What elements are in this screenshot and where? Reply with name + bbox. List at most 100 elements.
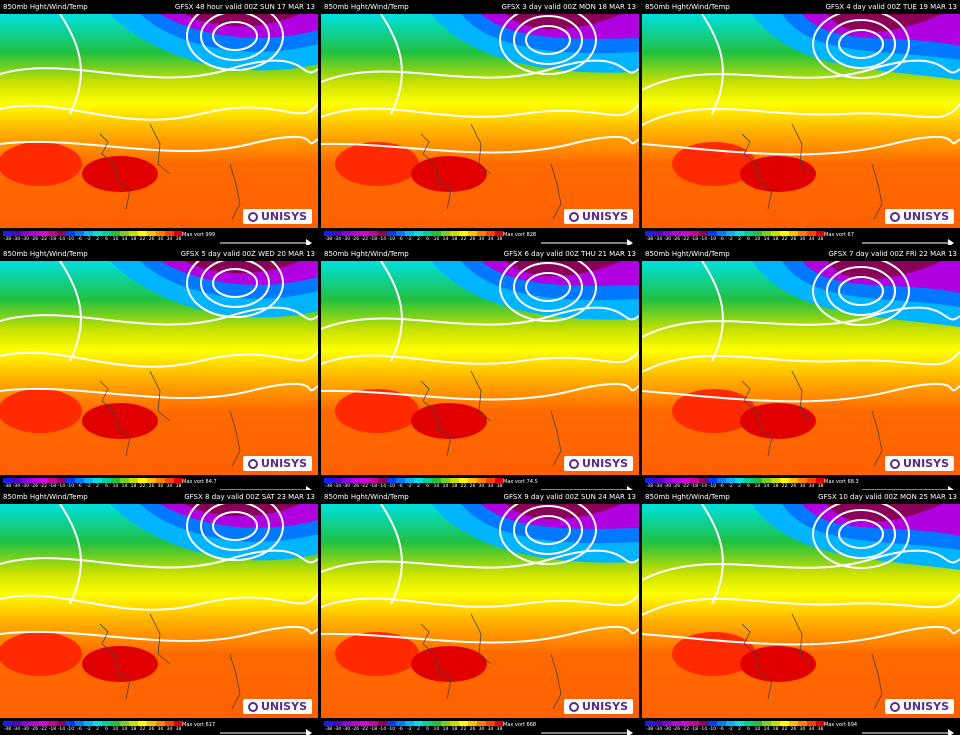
panel-title-left: 850mb Hght/Wind/Temp bbox=[324, 493, 409, 501]
legend-tick-label: 10 bbox=[754, 237, 761, 242]
legend-tick-label: -14 bbox=[378, 484, 387, 489]
temperature-map bbox=[321, 504, 639, 718]
legend-tick-label: -6 bbox=[77, 237, 82, 242]
logo-circle-icon bbox=[568, 701, 579, 712]
panel-header: 850mb Hght/Wind/Temp GFSX 5 day valid 00Z… bbox=[0, 247, 318, 261]
legend-swatch bbox=[654, 231, 663, 236]
legend-swatch bbox=[459, 721, 468, 726]
legend-tick-label: 34 bbox=[487, 237, 494, 242]
panel-title-left: 850mb Hght/Wind/Temp bbox=[324, 3, 409, 11]
panel-header: 850mb Hght/Wind/Temp GFSX 4 day valid 00Z… bbox=[642, 0, 960, 14]
legend-swatch bbox=[423, 231, 432, 236]
legend-swatch bbox=[459, 231, 468, 236]
legend-swatch bbox=[414, 721, 423, 726]
legend-swatch bbox=[12, 478, 21, 483]
legend-tick-label: 34 bbox=[487, 484, 494, 489]
legend-swatch bbox=[807, 721, 816, 726]
legend-swatch bbox=[432, 231, 441, 236]
legend-tick-label: 38 bbox=[817, 484, 824, 489]
logo-circle-icon bbox=[889, 211, 900, 222]
unisys-logo: UNISYS bbox=[884, 209, 954, 224]
legend-tick-label: -14 bbox=[378, 237, 387, 242]
legend-tick-label: 34 bbox=[487, 727, 494, 732]
legend-swatch bbox=[726, 478, 735, 483]
legend-tick-label: -18 bbox=[48, 237, 57, 242]
legend-swatch bbox=[468, 721, 477, 726]
legend-tick-label: -6 bbox=[719, 237, 724, 242]
legend-tick-label: -6 bbox=[719, 727, 724, 732]
panel-header: 850mb Hght/Wind/Temp GFSX 7 day valid 00Z… bbox=[642, 247, 960, 261]
panel-title-right: GFSX 4 day valid 00Z TUE 19 MAR 13 bbox=[825, 3, 958, 11]
legend-tick-label: 2 bbox=[96, 727, 99, 732]
legend-swatch bbox=[681, 231, 690, 236]
legend-swatch bbox=[351, 721, 360, 726]
scale-arrow-icon bbox=[220, 722, 312, 735]
legend-tick-label: 14 bbox=[442, 484, 449, 489]
legend-tick-label: 14 bbox=[121, 484, 128, 489]
legend-tick-label: -34 bbox=[654, 237, 663, 242]
legend-swatch bbox=[762, 478, 771, 483]
legend-swatch bbox=[405, 721, 414, 726]
legend-swatch bbox=[396, 478, 405, 483]
legend-tick-label: 6 bbox=[105, 484, 108, 489]
color-legend bbox=[645, 478, 825, 483]
legend-tick-label: -14 bbox=[699, 237, 708, 242]
legend-swatch bbox=[147, 721, 156, 726]
legend-tick-label: -18 bbox=[690, 727, 699, 732]
legend-swatch bbox=[681, 721, 690, 726]
legend-tick-label: -26 bbox=[351, 727, 360, 732]
legend-tick-label: -38 bbox=[645, 237, 654, 242]
legend-swatch bbox=[441, 721, 450, 726]
legend-tick-label: 10 bbox=[112, 727, 119, 732]
legend-tick-label: -14 bbox=[378, 727, 387, 732]
panel-footer: -38 -34 -30 -26 -22 -18 -14 -10 -6 -2 2 6 10 14 18 22 26… bbox=[321, 228, 639, 245]
panel-title-left: 850mb Hght/Wind/Temp bbox=[3, 250, 88, 258]
panel-footer: -38 -34 -30 -26 -22 -18 -14 -10 -6 -2 2 6 10 14 18 22 26… bbox=[0, 718, 318, 735]
legend-tick-label: -34 bbox=[333, 484, 342, 489]
unisys-logo: UNISYS bbox=[563, 209, 633, 224]
forecast-panel: 850mb Hght/Wind/Temp GFSX 5 day valid 00Z… bbox=[0, 247, 318, 492]
legend-swatch bbox=[147, 231, 156, 236]
legend-swatch bbox=[48, 721, 57, 726]
legend-tick-label: 30 bbox=[157, 484, 164, 489]
legend-tick-label: -30 bbox=[21, 237, 30, 242]
legend-tick-label: 6 bbox=[426, 484, 429, 489]
legend-tick-label: -34 bbox=[12, 484, 21, 489]
legend-tick-label: -10 bbox=[387, 484, 396, 489]
legend-swatch bbox=[21, 721, 30, 726]
panel-title-left: 850mb Hght/Wind/Temp bbox=[645, 493, 730, 501]
legend-tick-label: 2 bbox=[417, 484, 420, 489]
color-legend bbox=[324, 478, 504, 483]
legend-tick-label: -34 bbox=[12, 727, 21, 732]
max-vort-label: Max vort 617 bbox=[182, 722, 216, 728]
legend-swatch bbox=[369, 721, 378, 726]
legend-tick-label: 38 bbox=[496, 484, 503, 489]
legend-swatch bbox=[780, 478, 789, 483]
unisys-logo: UNISYS bbox=[242, 699, 312, 714]
panel-title-left: 850mb Hght/Wind/Temp bbox=[645, 3, 730, 11]
legend-tick-label: -26 bbox=[30, 727, 39, 732]
legend-ticks: -38 -34 -30 -26 -22 -18 -14 -10 -6 -2 2 6 10 14 18 22 26… bbox=[324, 484, 504, 489]
legend-swatch bbox=[120, 231, 129, 236]
legend-swatch bbox=[477, 478, 486, 483]
legend-tick-label: 22 bbox=[139, 237, 146, 242]
legend-tick-label: -26 bbox=[30, 237, 39, 242]
legend-swatch bbox=[681, 478, 690, 483]
legend-swatch bbox=[495, 478, 504, 483]
legend-swatch bbox=[708, 478, 717, 483]
legend-tick-label: -38 bbox=[3, 484, 12, 489]
legend-tick-label: -22 bbox=[39, 484, 48, 489]
legend-swatch bbox=[798, 231, 807, 236]
scale-arrow-icon bbox=[541, 232, 633, 245]
legend-tick-label: 18 bbox=[772, 484, 779, 489]
legend-tick-label: 22 bbox=[781, 484, 788, 489]
legend-ticks: -38 -34 -30 -26 -22 -18 -14 -10 -6 -2 2 6 10 14 18 22 26… bbox=[645, 727, 825, 732]
legend-swatch bbox=[789, 231, 798, 236]
legend-swatch bbox=[84, 231, 93, 236]
legend-tick-label: -38 bbox=[324, 727, 333, 732]
legend-swatch bbox=[342, 721, 351, 726]
legend-tick-label: 26 bbox=[469, 727, 476, 732]
panel-header: 850mb Hght/Wind/Temp GFSX 10 day valid 00… bbox=[642, 490, 960, 504]
legend-tick-label: -2 bbox=[728, 484, 733, 489]
legend-tick-label: -26 bbox=[672, 237, 681, 242]
